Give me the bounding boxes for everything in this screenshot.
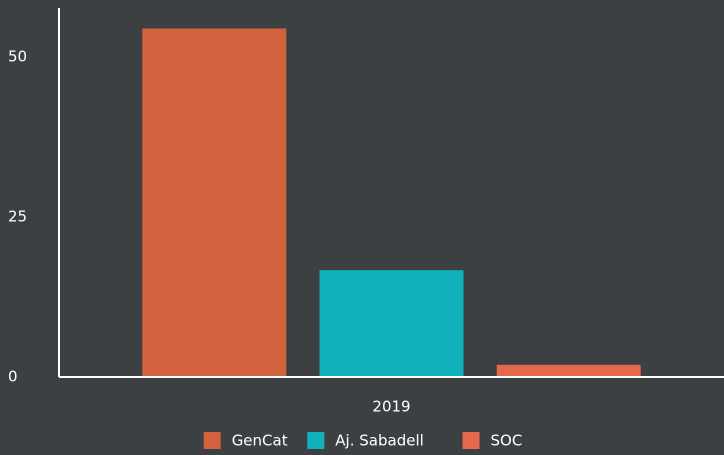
legend-swatch	[203, 432, 221, 449]
y-tick-label: 50	[8, 48, 27, 66]
bar	[496, 364, 641, 377]
legend-label: GenCat	[232, 432, 288, 450]
x-tick-label: 2019	[372, 398, 410, 416]
legend-swatch	[462, 432, 480, 449]
legend-swatch	[307, 432, 325, 449]
y-tick-label: 0	[8, 368, 18, 386]
y-tick-label: 25	[8, 208, 27, 226]
legend-label: Aj. Sabadell	[335, 432, 423, 450]
bar	[319, 270, 464, 377]
legend-label: SOC	[491, 432, 523, 450]
bar	[142, 28, 287, 377]
